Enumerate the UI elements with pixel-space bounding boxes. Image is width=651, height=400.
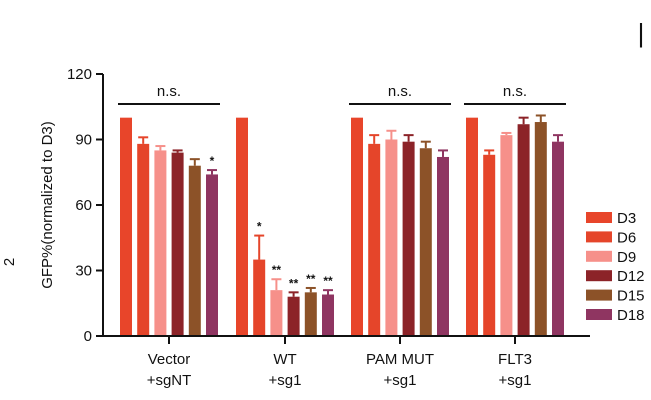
legend-label-d6: D6 bbox=[617, 229, 636, 246]
y-tick-label: 120 bbox=[67, 66, 92, 83]
x-category-sublabel: +sg1 bbox=[384, 372, 417, 389]
bar-d18-group-1 bbox=[206, 174, 218, 336]
y-tick-label: 60 bbox=[75, 197, 92, 214]
bracket-label: n.s. bbox=[388, 83, 412, 100]
y-tick-label: 90 bbox=[75, 132, 92, 149]
bar-d6-group-4 bbox=[483, 154, 496, 336]
bracket-label: n.s. bbox=[503, 83, 527, 100]
bar-d6-group-3 bbox=[368, 143, 381, 336]
bar-d18-group-4 bbox=[552, 141, 564, 336]
bar-d15-group-3 bbox=[419, 148, 432, 336]
legend-label-d15: D15 bbox=[617, 288, 645, 305]
y-axis-title: GFP%(normalized to D3) bbox=[39, 121, 56, 289]
bar-d15-group-1 bbox=[188, 165, 201, 336]
legend-swatch-d15 bbox=[586, 289, 612, 301]
bar-d15-group-4 bbox=[534, 122, 547, 337]
x-category-sublabel: +sg1 bbox=[499, 372, 532, 389]
x-category-label: PAM MUT bbox=[366, 351, 434, 368]
legend-swatch-d3 bbox=[586, 212, 612, 223]
bracket-label: n.s. bbox=[157, 83, 181, 100]
x-category-label: Vector bbox=[148, 351, 191, 368]
significance-mark: * bbox=[210, 154, 215, 168]
bar-d6-group-1 bbox=[137, 143, 150, 336]
significance-mark: ** bbox=[289, 276, 299, 290]
significance-mark: ** bbox=[306, 272, 316, 286]
bar-d3-group-3 bbox=[351, 117, 363, 337]
x-category-label: FLT3 bbox=[498, 351, 532, 368]
x-category-sublabel: +sgNT bbox=[147, 372, 192, 389]
x-category-sublabel: +sg1 bbox=[269, 372, 302, 389]
legend-label-d18: D18 bbox=[617, 307, 645, 324]
bar-d9-group-4 bbox=[500, 135, 513, 336]
bar-d3-group-2 bbox=[236, 117, 248, 337]
significance-mark: ** bbox=[323, 274, 333, 288]
legend-swatch-d6 bbox=[586, 231, 612, 243]
panel-edge-mark: | bbox=[638, 18, 645, 48]
bar-d12-group-3 bbox=[402, 141, 415, 336]
side-edge-mark: 2 bbox=[1, 258, 18, 266]
legend-label-d3: D3 bbox=[617, 210, 636, 227]
x-category-label: WT bbox=[273, 351, 296, 368]
legend-swatch-d18 bbox=[586, 309, 612, 320]
bar-d15-group-2 bbox=[304, 292, 317, 336]
y-tick-label: 30 bbox=[75, 263, 92, 280]
bar-d3-group-4 bbox=[466, 117, 478, 337]
bar-d18-group-2 bbox=[322, 294, 334, 336]
significance-mark: ** bbox=[272, 263, 282, 277]
bar-d12-group-2 bbox=[287, 296, 300, 336]
bar-d6-group-2 bbox=[253, 259, 266, 336]
legend-swatch-d12 bbox=[586, 270, 612, 282]
bar-d18-group-3 bbox=[437, 156, 449, 336]
legend-label-d9: D9 bbox=[617, 249, 636, 266]
bar-d12-group-4 bbox=[517, 124, 530, 336]
significance-mark: * bbox=[257, 220, 262, 234]
bar-d9-group-1 bbox=[154, 150, 167, 336]
bar-d9-group-2 bbox=[270, 290, 283, 336]
legend-swatch-d9 bbox=[586, 250, 612, 262]
bar-d12-group-1 bbox=[171, 152, 184, 336]
y-tick-label: 0 bbox=[84, 328, 92, 345]
legend-label-d12: D12 bbox=[617, 268, 645, 285]
bar-d3-group-1 bbox=[120, 117, 132, 337]
bar-d9-group-3 bbox=[385, 139, 398, 336]
